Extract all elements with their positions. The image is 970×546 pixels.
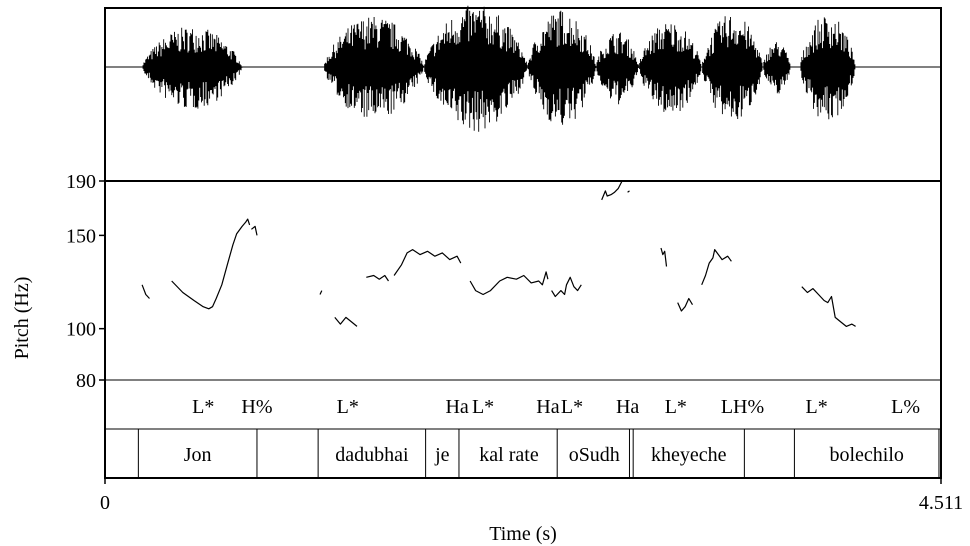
pitch-contour-9 (551, 276, 582, 298)
waveform-burst-1 (142, 27, 243, 109)
pitch-contour-7 (393, 249, 462, 276)
pitch-contour-6 (366, 274, 389, 282)
pitch-tick-label: 80 (76, 370, 96, 392)
waveform-burst-2 (324, 17, 425, 117)
pitch-contour-5 (334, 316, 358, 327)
word-label: dadubhai (335, 444, 409, 466)
pitch-contour-3 (251, 225, 258, 236)
pitch-contour-12 (660, 247, 668, 267)
pitch-contour-10 (601, 180, 623, 201)
word-label: kal rate (479, 444, 539, 466)
pitch-contour-1 (141, 284, 150, 299)
waveform-burst-9 (800, 17, 856, 120)
pitch-axis-title: Pitch (Hz) (11, 277, 33, 360)
pitch-panel: 190 150 100 80 (66, 171, 856, 392)
pitch-tick-label: 150 (66, 225, 96, 247)
outer-border (104, 7, 942, 479)
tone-label: L% (891, 396, 920, 418)
pitch-contour-13 (677, 297, 694, 312)
pitch-tick-label: 100 (66, 319, 96, 341)
tone-label: L* (561, 396, 583, 418)
pitch-contour-11 (627, 190, 630, 193)
waveform-panel (105, 5, 941, 132)
waveform-burst-4 (527, 10, 597, 125)
waveform-burst-6 (639, 24, 703, 112)
waveform-burst-7 (702, 16, 763, 119)
word-tier: Jon dadubhai je kal rate oSudh kheyeche bolech… (137, 429, 940, 478)
pitch-contour-4 (319, 290, 323, 295)
word-label: oSudh (569, 444, 620, 466)
time-axis-end-label: 4.511 (919, 492, 963, 514)
time-axis-start-label: 0 (100, 492, 110, 514)
tone-label: Ha (616, 396, 639, 418)
tone-label: L* (472, 396, 494, 418)
word-label: kheyeche (651, 444, 727, 466)
time-axis-title: Time (s) (489, 523, 557, 545)
tone-label: Ha (536, 396, 559, 418)
tone-tier: L* H% L* Ha L* Ha L* Ha L* LH% L* L% (192, 396, 920, 418)
waveform-burst-5 (596, 32, 639, 105)
tone-label: Ha (445, 396, 468, 418)
figure-frame (104, 7, 942, 484)
tone-label: L* (665, 396, 687, 418)
tone-label: H% (241, 396, 272, 418)
pitch-contour-2 (171, 218, 251, 310)
pitch-contour-15 (801, 286, 856, 327)
pitch-tick-label: 190 (66, 171, 96, 193)
tone-label: L* (192, 396, 214, 418)
tone-label: L* (806, 396, 828, 418)
waveform-burst-8 (763, 42, 791, 94)
pitch-contour-14 (701, 249, 732, 286)
tone-label: L* (337, 396, 359, 418)
pitch-contour-8 (469, 271, 549, 296)
word-label: bolechilo (829, 444, 903, 466)
word-label: Jon (184, 444, 212, 466)
word-label: je (434, 444, 450, 466)
tone-label: LH% (721, 396, 764, 418)
waveform-burst-3 (424, 5, 528, 132)
